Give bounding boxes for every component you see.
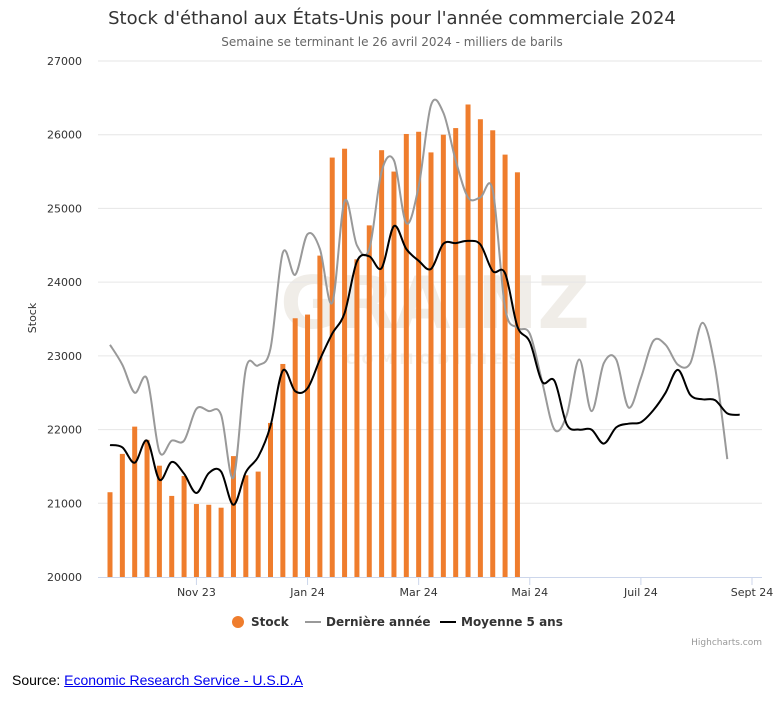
last-year-line[interactable] <box>109 98 729 479</box>
stock-bar[interactable] <box>379 150 385 578</box>
source-link[interactable]: Economic Research Service - U.S.D.A <box>64 672 303 688</box>
chart-title: Stock d'éthanol aux États-Unis pour l'an… <box>108 7 676 29</box>
x-tick-label: Nov 23 <box>177 586 216 599</box>
stock-bar[interactable] <box>342 148 348 577</box>
stock-bar[interactable] <box>490 130 496 577</box>
y-tick-label: 27000 <box>47 55 82 68</box>
stock-bar[interactable] <box>391 171 397 578</box>
legend-five-year-label: Moyenne 5 ans <box>461 615 563 629</box>
stock-bar[interactable] <box>107 492 113 577</box>
credits[interactable]: Highcharts.com <box>691 638 762 648</box>
stock-bar[interactable] <box>255 471 261 577</box>
chart-subtitle: Semaine se terminant le 26 avril 2024 - … <box>221 35 563 49</box>
x-axis: Nov 23 Jan 24 Mar 24 Mai 24 Juil 24 Sept 24 <box>98 577 773 599</box>
stock-bar[interactable] <box>280 363 286 577</box>
stock-bar[interactable] <box>230 456 236 577</box>
source-prefix: Source: <box>12 672 65 688</box>
stock-bar[interactable] <box>156 465 162 577</box>
stock-bar[interactable] <box>453 128 459 577</box>
legend-item-stock[interactable]: Stock <box>232 615 290 629</box>
legend-item-five-year[interactable]: Moyenne 5 ans <box>440 615 563 629</box>
stock-bar[interactable] <box>477 119 483 577</box>
y-tick-label: 21000 <box>47 497 82 510</box>
stock-bar[interactable] <box>206 504 212 577</box>
watermark-subtext: COMMODITIES <box>345 352 524 368</box>
stock-bar[interactable] <box>502 154 508 578</box>
stock-bar[interactable] <box>169 495 175 577</box>
stock-bar[interactable] <box>305 314 311 577</box>
x-tick-label: Juil 24 <box>623 586 658 599</box>
y-tick-label: 25000 <box>47 202 82 215</box>
stock-bar[interactable] <box>144 439 150 577</box>
x-tick-label: Sept 24 <box>731 586 774 599</box>
stock-bar[interactable] <box>193 504 199 577</box>
chart: Stock d'éthanol aux États-Unis pour l'an… <box>26 7 773 648</box>
stock-bar[interactable] <box>119 453 125 577</box>
stock-bar[interactable] <box>218 507 224 577</box>
watermark-text: GRAINZ <box>280 261 590 345</box>
y-axis-title: Stock <box>26 302 39 333</box>
legend-last-year-label: Dernière année <box>326 615 431 629</box>
legend: Stock Dernière année Moyenne 5 ans <box>232 615 563 629</box>
watermark-logo: GRAINZ COMMODITIES <box>280 261 590 368</box>
x-tick-label: Jan 24 <box>289 586 324 599</box>
stock-bar[interactable] <box>181 476 187 577</box>
stock-bar[interactable] <box>292 318 298 577</box>
y-tick-label: 20000 <box>47 571 82 584</box>
source-line: Source: Economic Research Service - U.S.… <box>12 672 303 688</box>
stock-bar[interactable] <box>514 172 520 577</box>
stock-bar[interactable] <box>354 259 360 577</box>
legend-item-last-year[interactable]: Dernière année <box>305 615 431 629</box>
stock-bar[interactable] <box>465 104 471 578</box>
stock-bar[interactable] <box>243 475 249 577</box>
stock-bar[interactable] <box>428 152 434 578</box>
y-tick-label: 24000 <box>47 276 82 289</box>
stock-bars <box>107 104 520 578</box>
stock-bar[interactable] <box>317 255 323 577</box>
y-tick-label: 26000 <box>47 129 82 142</box>
stock-bar[interactable] <box>268 422 273 577</box>
stock-bar[interactable] <box>329 157 335 577</box>
y-tick-label: 23000 <box>47 350 82 363</box>
stock-bar[interactable] <box>416 131 422 577</box>
five-year-average-line[interactable] <box>109 224 740 506</box>
legend-stock-marker <box>232 616 244 628</box>
stock-bar[interactable] <box>366 225 372 577</box>
stock-bar[interactable] <box>403 133 409 577</box>
legend-stock-label: Stock <box>251 615 290 629</box>
y-tick-label: 22000 <box>47 424 82 437</box>
x-tick-label: Mar 24 <box>400 586 438 599</box>
stock-bar[interactable] <box>132 426 138 577</box>
stock-bar[interactable] <box>440 134 446 577</box>
y-axis: 20000 21000 22000 23000 24000 25000 26000 27000 <box>47 55 82 584</box>
x-tick-label: Mai 24 <box>511 586 548 599</box>
series-lines <box>109 98 740 506</box>
